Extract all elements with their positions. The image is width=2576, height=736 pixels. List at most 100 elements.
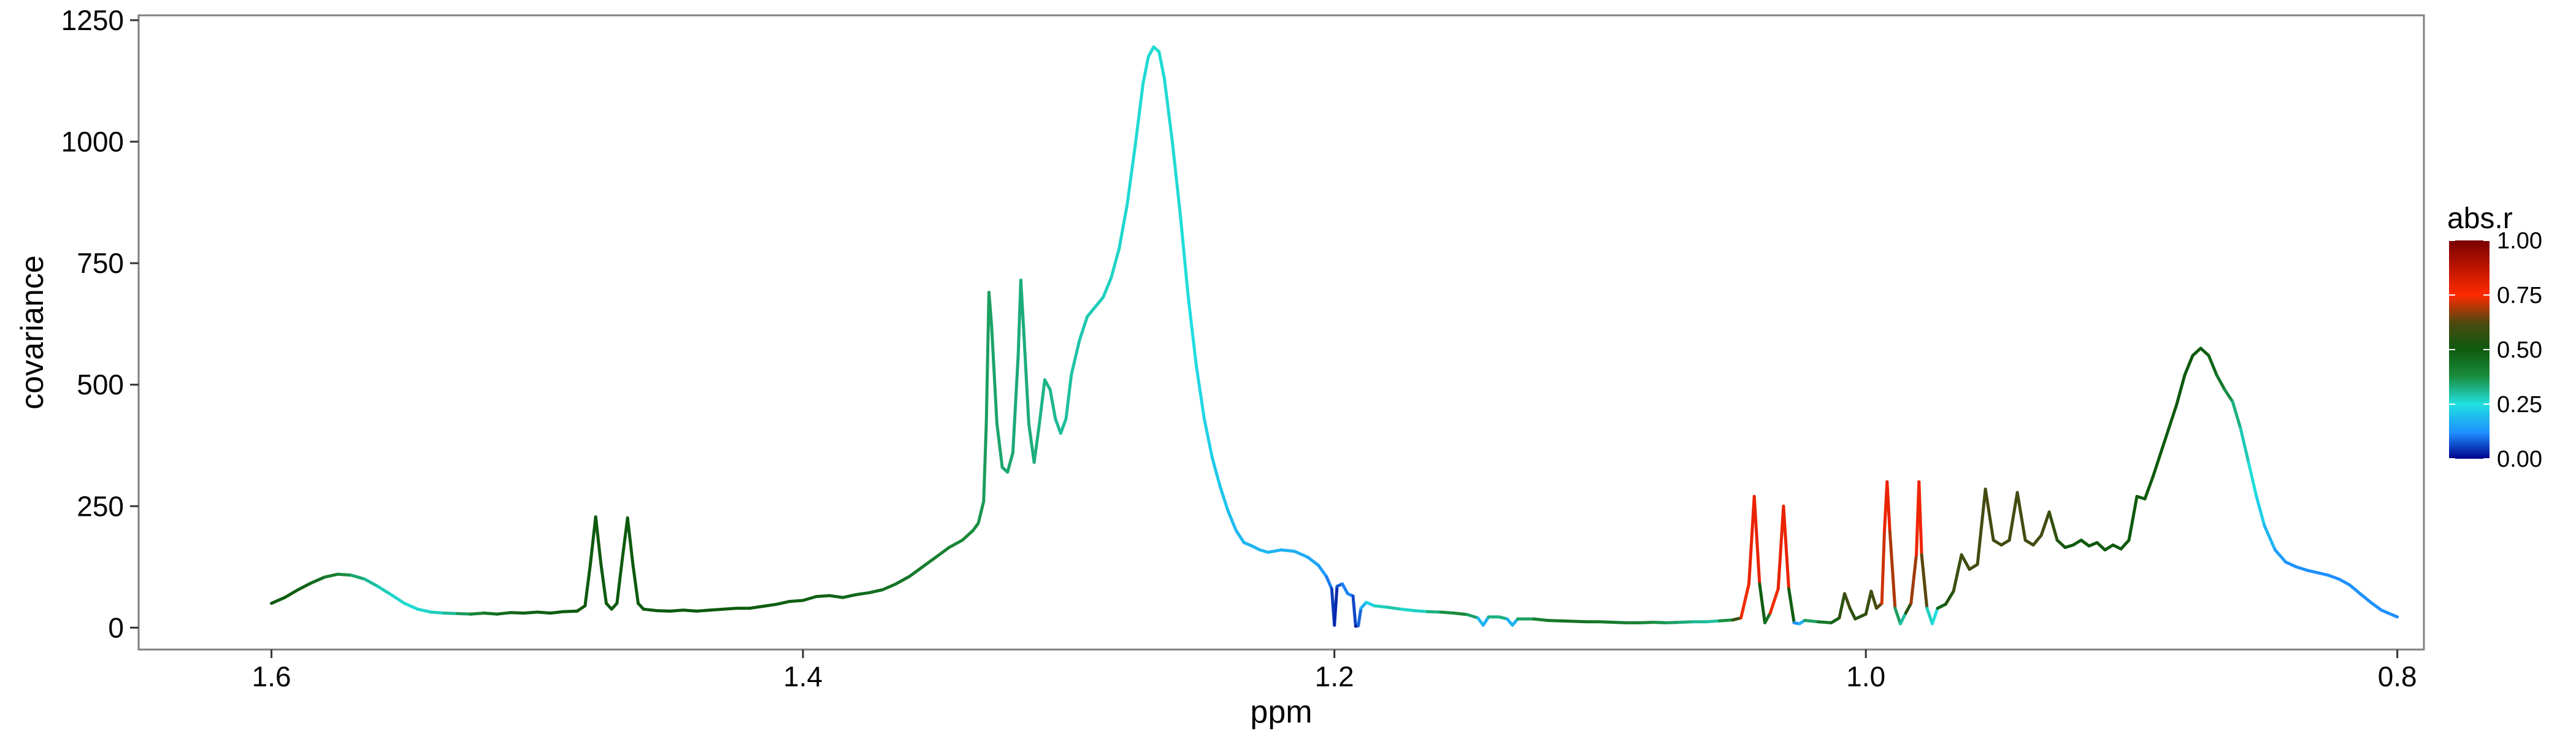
series-segment bbox=[362, 577, 380, 588]
series-segment bbox=[881, 582, 898, 591]
series-segment bbox=[1952, 553, 1963, 593]
x-tick-label: 1.2 bbox=[1315, 661, 1354, 692]
series-segment bbox=[2348, 583, 2362, 596]
series-segment bbox=[1768, 587, 1780, 615]
series-segment bbox=[1899, 611, 1907, 626]
series-segment bbox=[402, 602, 420, 611]
y-tick-label: 0 bbox=[108, 611, 124, 643]
series-segment bbox=[1803, 619, 1820, 624]
series-segment bbox=[1325, 575, 1333, 591]
series-segment bbox=[1194, 364, 1206, 421]
series-layer bbox=[270, 45, 2399, 628]
series-segment bbox=[2159, 427, 2171, 454]
series-segment bbox=[2255, 494, 2266, 527]
series-segment bbox=[1931, 607, 1939, 626]
series-segment bbox=[626, 516, 635, 566]
series-segment bbox=[283, 588, 300, 599]
series-segment bbox=[1747, 494, 1756, 586]
series-segment bbox=[1572, 619, 1589, 624]
series-segment bbox=[376, 585, 393, 596]
series-segment bbox=[815, 594, 831, 599]
series-segment bbox=[2207, 354, 2218, 377]
series-segment bbox=[987, 291, 994, 328]
series-segment bbox=[1439, 610, 1456, 615]
series-segment bbox=[1141, 55, 1150, 85]
series-segment bbox=[575, 604, 587, 613]
series-segment bbox=[2284, 560, 2298, 569]
series-segment bbox=[1758, 582, 1766, 624]
series-segment bbox=[1976, 488, 1987, 566]
series-segment bbox=[1011, 354, 1020, 454]
series-segment bbox=[2023, 539, 2035, 547]
series-segment bbox=[982, 422, 988, 503]
series-segment bbox=[2223, 388, 2234, 404]
series-segment bbox=[1043, 378, 1052, 391]
series-segment bbox=[1944, 589, 1955, 606]
series-segment bbox=[2047, 510, 2059, 542]
y-axis: 0 250 500 750 1000 1250 bbox=[61, 4, 139, 643]
series-segment bbox=[1078, 315, 1089, 343]
series-segment bbox=[1086, 305, 1097, 318]
series-segment bbox=[2358, 592, 2372, 604]
series-segment bbox=[1048, 388, 1057, 421]
colorbar-label: 0.25 bbox=[2497, 392, 2542, 418]
series-segment bbox=[2031, 534, 2043, 547]
y-tick-label: 750 bbox=[77, 247, 124, 279]
series-segment bbox=[2231, 400, 2242, 430]
series-segment bbox=[1266, 548, 1283, 554]
series-segment bbox=[1425, 610, 1443, 614]
colorbar-label: 0.00 bbox=[2497, 447, 2542, 472]
series-segment bbox=[2239, 427, 2250, 464]
series-segment bbox=[2039, 510, 2051, 537]
series-segment bbox=[2316, 571, 2330, 577]
colorbar-label: 1.00 bbox=[2497, 228, 2542, 254]
colorbar bbox=[2449, 240, 2490, 459]
plot-panel bbox=[137, 14, 2425, 651]
series-segment bbox=[921, 556, 938, 569]
series-segment bbox=[1162, 77, 1174, 144]
series-segment bbox=[270, 596, 286, 605]
series-segment bbox=[2119, 539, 2131, 551]
series-segment bbox=[1843, 592, 1852, 610]
series-segment bbox=[350, 573, 366, 581]
series-segment bbox=[1920, 553, 1929, 610]
colorbar-ticks: 1.00 0.75 0.50 0.25 0.00 bbox=[2449, 228, 2542, 472]
series-segment bbox=[1054, 417, 1062, 435]
series-segment bbox=[2263, 524, 2277, 552]
series-segment bbox=[1782, 504, 1790, 591]
series-segment bbox=[1070, 339, 1081, 377]
series-segment bbox=[1830, 616, 1841, 624]
series-segment bbox=[828, 594, 845, 599]
series-segment bbox=[1157, 50, 1166, 80]
series-segment bbox=[681, 608, 699, 613]
series-segment bbox=[984, 291, 991, 426]
series-segment bbox=[1317, 564, 1328, 578]
series-segment bbox=[1125, 145, 1137, 207]
series-segment bbox=[2007, 491, 2019, 542]
series-segment bbox=[2273, 548, 2288, 564]
series-segment bbox=[522, 610, 539, 615]
series-segment bbox=[1133, 82, 1145, 148]
series-segment bbox=[1019, 278, 1025, 328]
series-segment bbox=[1598, 620, 1616, 624]
series-segment bbox=[1925, 607, 1934, 626]
series-segment bbox=[854, 591, 871, 596]
series-segment bbox=[2079, 539, 2091, 548]
series-segment bbox=[1306, 556, 1321, 567]
series-segment bbox=[1917, 480, 1923, 556]
series-segment bbox=[1110, 247, 1121, 280]
series-segment bbox=[669, 608, 685, 613]
series-segment bbox=[2151, 451, 2163, 479]
series-segment bbox=[1848, 607, 1857, 621]
series-segment bbox=[1880, 529, 1886, 605]
series-segment bbox=[1452, 611, 1469, 616]
series-segment bbox=[934, 546, 951, 559]
series-segment bbox=[1059, 417, 1068, 435]
series-segment bbox=[1226, 509, 1238, 532]
series-segment bbox=[1960, 553, 1971, 571]
series-segment bbox=[748, 605, 765, 610]
series-segment bbox=[442, 611, 459, 615]
series-segment bbox=[1373, 604, 1389, 609]
x-tick-label: 1.0 bbox=[1846, 661, 1885, 692]
